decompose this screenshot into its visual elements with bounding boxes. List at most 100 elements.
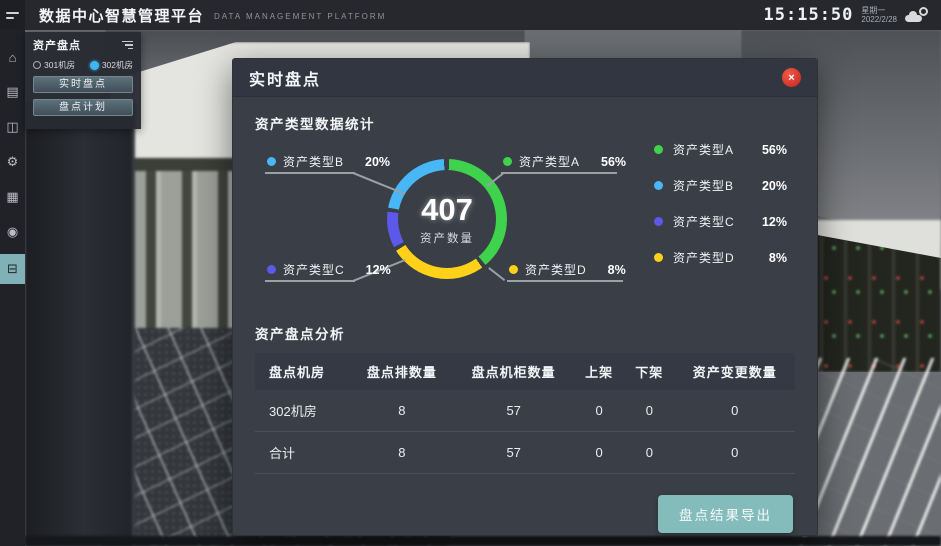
radio-label: 302机房: [101, 60, 133, 70]
table-row-total: 合计 8 57 0 0 0: [255, 431, 795, 474]
cell-unracked: 0: [624, 431, 675, 474]
close-icon[interactable]: ×: [782, 68, 801, 87]
rail-item-maintenance-icon[interactable]: ⚙: [6, 154, 19, 169]
chart-legend: 资产类型A 56% 资产类型B 20% 资产类型C 12%: [654, 141, 787, 266]
weekday-label: 星期一: [861, 6, 886, 15]
radio-room-301[interactable]: 301机房: [33, 59, 75, 71]
clock: 15:15:50: [763, 5, 854, 25]
table-row: 302机房 8 57 0 0 0: [255, 390, 795, 432]
legend-c-dot: [654, 217, 663, 226]
modal-body: 资产类型数据统计 407 资产数量: [233, 97, 817, 533]
callout-type-c: 资产类型C 12%: [267, 261, 391, 278]
cell-racked: 0: [573, 431, 625, 474]
asset-type-donut-chart: 407 资产数量 资产类型B 20%: [255, 137, 795, 317]
rail-item-home-icon[interactable]: ⌂: [8, 49, 17, 65]
callout-connector-d: [488, 267, 506, 281]
left-icon-rail: ⌂ ▤ ◫ ⚙ ▦ ◉ ⊟: [0, 30, 25, 546]
donut-ring: 407 资产数量: [387, 159, 507, 279]
platform-subtitle: DATA MANAGEMENT PLATFORM: [214, 12, 387, 21]
cell-unracked: 0: [624, 390, 675, 432]
col-asset-changes: 资产变更数量: [674, 353, 795, 390]
legend-row-a: 资产类型A 56%: [654, 141, 787, 158]
type-c-dot: [267, 265, 276, 274]
weather-icon[interactable]: [905, 7, 929, 23]
radio-label: 301机房: [44, 60, 76, 70]
scene-server-rack-left: [25, 102, 135, 546]
collapse-icon[interactable]: [122, 40, 133, 50]
col-row-count: 盘点排数量: [350, 353, 454, 390]
table-header-row: 盘点机房 盘点排数量 盘点机柜数量 上架 下架 资产变更数量: [255, 353, 795, 390]
callout-type-b: 资产类型B 20%: [267, 153, 390, 170]
inventory-plan-button[interactable]: 盘点计划: [33, 99, 133, 116]
cell-cabinet-count: 57: [453, 390, 574, 432]
donut-center: 407 资产数量: [398, 170, 496, 268]
cell-asset-changes: 0: [674, 390, 795, 432]
type-b-pct: 20%: [365, 154, 391, 169]
type-a-pct: 56%: [601, 154, 627, 169]
callout-type-a: 资产类型A 56%: [503, 153, 626, 170]
panel-title: 资产盘点: [33, 40, 81, 52]
legend-a-label: 资产类型A: [673, 143, 735, 157]
radio-dot: [33, 61, 41, 69]
col-cabinet-count: 盘点机柜数量: [453, 353, 574, 390]
asset-count-value: 407: [421, 192, 473, 227]
cell-asset-changes: 0: [674, 431, 795, 474]
platform-title: 数据中心智慧管理平台: [39, 7, 205, 25]
type-a-dot: [503, 157, 512, 166]
cell-row-count: 8: [350, 390, 454, 432]
menu-icon[interactable]: [0, 0, 25, 30]
rail-item-alarm-icon[interactable]: ◉: [6, 224, 19, 239]
col-racked: 上架: [573, 353, 625, 390]
stats-section-title: 资产类型数据统计: [255, 117, 375, 132]
cloud-icon: [905, 11, 922, 22]
rail-item-racks-icon[interactable]: ▤: [6, 84, 19, 99]
legend-b-dot: [654, 181, 663, 190]
legend-a-pct: 56%: [761, 142, 787, 157]
callout-type-d: 资产类型D 8%: [509, 261, 626, 278]
type-d-dot: [509, 265, 518, 274]
analysis-section-title: 资产盘点分析: [255, 327, 345, 342]
legend-b-label: 资产类型B: [673, 179, 735, 193]
modal-titlebar: 实时盘点 ×: [233, 59, 817, 97]
callout-underline-c: [265, 280, 355, 282]
legend-row-d: 资产类型D 8%: [654, 249, 787, 266]
callout-underline-d: [507, 280, 623, 282]
header-right: 15:15:50 星期一 2022/2/28: [764, 5, 941, 25]
realtime-inventory-modal: 实时盘点 × 资产类型数据统计 407 资产数量: [232, 58, 818, 536]
radio-room-302[interactable]: 302机房: [89, 59, 133, 71]
type-d-label: 资产类型D: [525, 263, 587, 277]
realtime-inventory-button[interactable]: 实时盘点: [33, 76, 133, 93]
cell-room: 合计: [255, 431, 351, 474]
legend-c-pct: 12%: [761, 214, 787, 229]
rail-item-access-card-icon[interactable]: ▦: [6, 189, 19, 204]
date-label: 2022/2/28: [861, 15, 897, 24]
radio-dot: [89, 60, 99, 70]
cell-room: 302机房: [255, 390, 351, 432]
modal-title: 实时盘点: [249, 71, 322, 89]
rail-item-assets-icon[interactable]: ⊟: [0, 254, 25, 284]
scene-server-racks-right: [796, 231, 941, 372]
col-room: 盘点机房: [255, 353, 351, 390]
legend-a-dot: [654, 145, 663, 154]
rail-item-monitor-icon[interactable]: ◫: [6, 119, 19, 134]
cell-racked: 0: [573, 390, 625, 432]
export-results-button[interactable]: 盘点结果导出: [658, 495, 793, 533]
cell-cabinet-count: 57: [453, 431, 574, 474]
legend-d-pct: 8%: [768, 250, 787, 265]
type-b-dot: [267, 157, 276, 166]
sun-icon: [919, 7, 928, 16]
type-c-label: 资产类型C: [283, 263, 345, 277]
asset-count-label: 资产数量: [420, 233, 474, 245]
type-d-pct: 8%: [607, 262, 626, 277]
col-unracked: 下架: [624, 353, 675, 390]
date-block: 星期一 2022/2/28: [861, 6, 897, 24]
room-radio-group: 301机房 302机房: [25, 56, 141, 76]
top-header: 数据中心智慧管理平台 DATA MANAGEMENT PLATFORM 15:1…: [0, 0, 941, 30]
asset-inventory-panel: 资产盘点 301机房 302机房 实时盘点 盘点计划: [25, 32, 141, 129]
type-a-label: 资产类型A: [519, 155, 581, 169]
legend-d-dot: [654, 253, 663, 262]
legend-c-label: 资产类型C: [673, 215, 735, 229]
legend-b-pct: 20%: [761, 178, 787, 193]
legend-row-b: 资产类型B 20%: [654, 177, 787, 194]
